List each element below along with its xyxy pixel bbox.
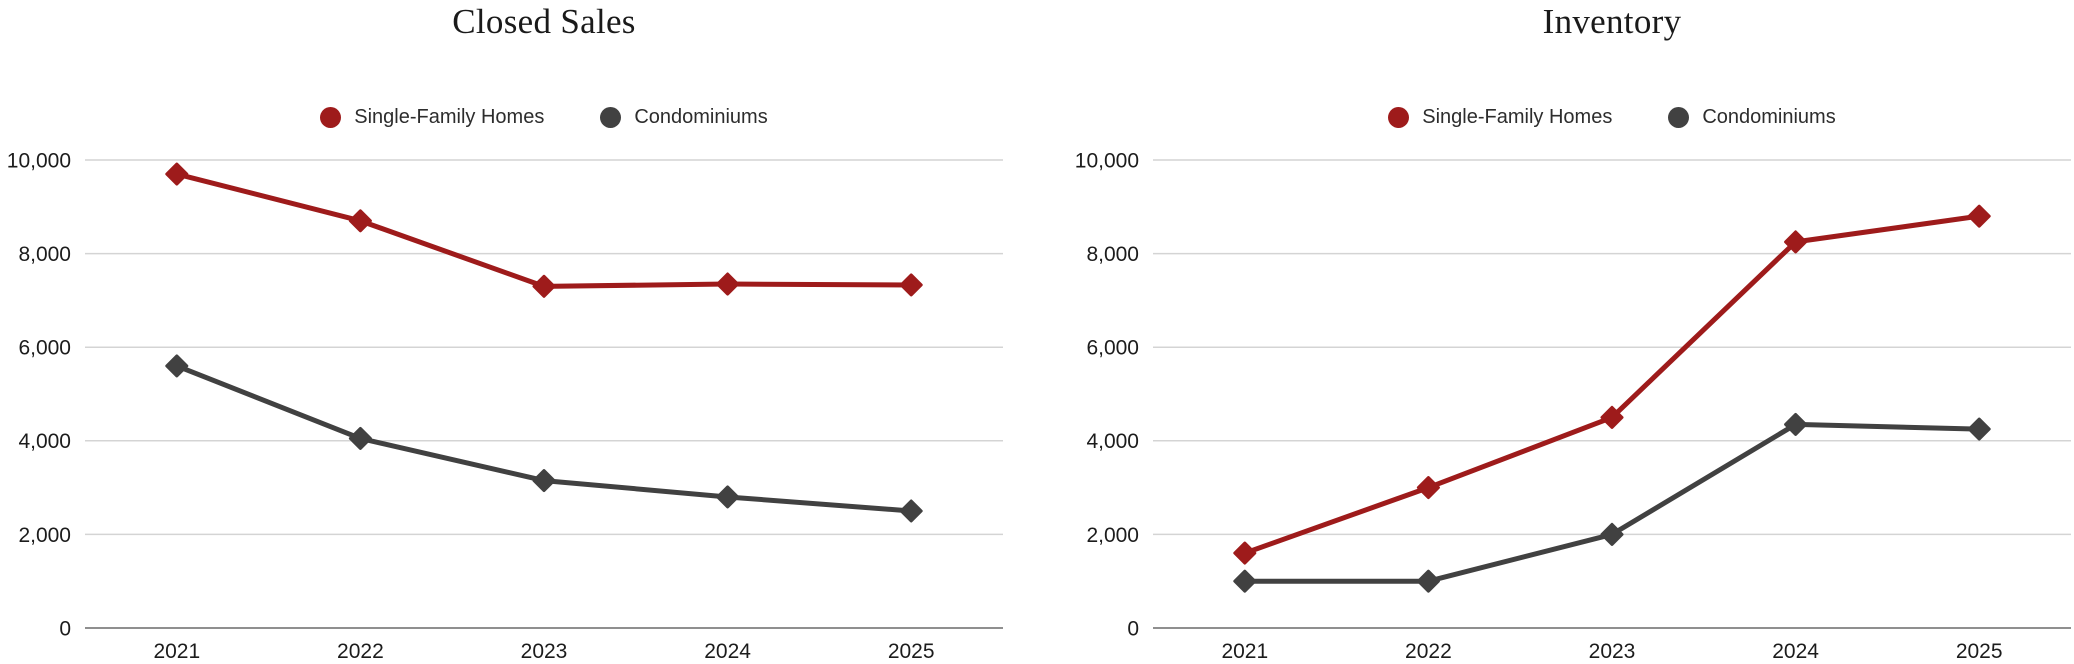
x-tick-label: 2022 (337, 640, 384, 663)
y-tick-label: 2,000 (1086, 524, 1139, 547)
data-point-marker (1784, 412, 1808, 436)
data-point-marker (165, 162, 189, 186)
x-tick-label: 2024 (704, 640, 751, 663)
data-point-marker (899, 499, 923, 523)
legend-item-condominiums: Condominiums (600, 105, 768, 128)
y-tick-label: 8,000 (1086, 243, 1139, 266)
legend-color-dot-icon (1388, 106, 1410, 128)
x-tick-label: 2023 (521, 640, 568, 663)
data-point-marker (1416, 569, 1440, 593)
data-point-marker (532, 469, 556, 493)
x-tick-label: 2025 (1956, 640, 2003, 663)
legend-item-single-family-homes: Single-Family Homes (1388, 105, 1613, 128)
x-tick-label: 2025 (888, 640, 935, 663)
data-point-marker (1967, 417, 1991, 441)
data-point-marker (1784, 230, 1808, 254)
y-tick-label: 2,000 (18, 524, 71, 547)
x-tick-label: 2022 (1405, 640, 1452, 663)
series-line (1242, 213, 1982, 556)
legend-label: Single-Family Homes (1422, 105, 1613, 128)
y-tick-label: 4,000 (1086, 430, 1139, 453)
legend-item-condominiums: Condominiums (1668, 105, 1836, 128)
legend-label: Single-Family Homes (354, 105, 545, 128)
chart-legend: Single-Family Homes Condominiums (85, 102, 1003, 132)
data-point-marker (348, 209, 372, 233)
data-point-marker (165, 354, 189, 378)
legend-color-dot-icon (320, 106, 342, 128)
y-tick-label: 4,000 (18, 430, 71, 453)
x-tick-label: 2021 (1221, 640, 1268, 663)
plot-area: 0 2,000 4,000 6,000 8,000 10,000 2021 2022 2023 2… (1075, 149, 2071, 663)
data-point-marker (899, 273, 923, 297)
legend-color-dot-icon (1668, 106, 1690, 128)
data-point-marker (716, 272, 740, 296)
legend-label: Condominiums (1702, 105, 1836, 128)
data-point-marker (716, 485, 740, 509)
y-tick-label: 0 (59, 617, 71, 640)
y-tick-label: 6,000 (1086, 337, 1139, 360)
data-point-marker (1600, 522, 1624, 546)
y-tick-label: 6,000 (18, 337, 71, 360)
x-tick-label: 2021 (153, 640, 200, 663)
y-tick-label: 10,000 (7, 149, 71, 172)
x-tick-label: 2024 (1772, 640, 1819, 663)
series-line (1242, 421, 1982, 584)
legend-item-single-family-homes: Single-Family Homes (320, 105, 545, 128)
data-point-marker (1416, 476, 1440, 500)
chart-title: Inventory (1542, 2, 1682, 41)
data-point-marker (1600, 405, 1624, 429)
closed-sales-chart: Closed Sales Single-Family Homes Condomi… (7, 2, 1003, 663)
inventory-chart: Inventory Single-Family Homes Condominiu… (1037, 0, 2074, 664)
data-point-marker (348, 426, 372, 450)
data-point-marker (1233, 569, 1257, 593)
legend-color-dot-icon (600, 106, 622, 128)
chart-title: Closed Sales (452, 2, 636, 41)
data-point-marker (532, 274, 556, 298)
x-tick-label: 2023 (1589, 640, 1636, 663)
plot-area: 0 2,000 4,000 6,000 8,000 10,000 2021 2022 2023 2… (7, 149, 1003, 663)
data-point-marker (1233, 541, 1257, 565)
series-line (174, 171, 914, 289)
y-tick-label: 0 (1127, 617, 1139, 640)
chart-legend: Single-Family Homes Condominiums (1153, 102, 2071, 132)
data-point-marker (1967, 204, 1991, 228)
legend-label: Condominiums (634, 105, 768, 128)
y-tick-label: 8,000 (18, 243, 71, 266)
y-tick-label: 10,000 (1075, 149, 1139, 172)
